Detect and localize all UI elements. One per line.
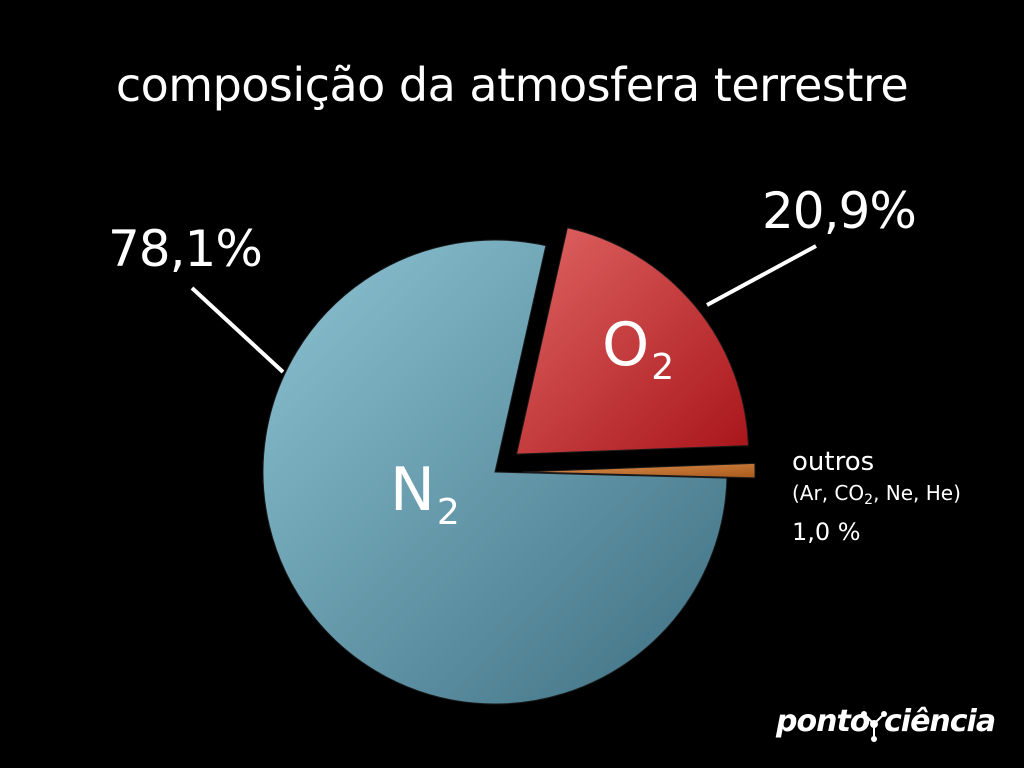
others-detail-suffix: , Ne, He) xyxy=(873,481,961,505)
formula-o2-subscript: 2 xyxy=(651,347,675,388)
formula-o2-symbol: O xyxy=(602,310,650,380)
pie-slice-outros xyxy=(522,462,756,479)
slice-label-o2: 20,9% xyxy=(762,182,917,240)
molecule-icon xyxy=(861,711,887,742)
pie-slice-n2 xyxy=(262,239,728,705)
pontociencia-logo[interactable]: ponto ciência xyxy=(776,700,996,750)
pie-slice-o2 xyxy=(515,227,749,455)
leader-line-o2 xyxy=(706,244,817,307)
others-label: outros xyxy=(792,447,875,477)
logo-text-left: ponto xyxy=(776,704,870,739)
others-detail-prefix: (Ar, CO xyxy=(792,481,865,505)
others-annotation: outros (Ar, CO2, Ne, He) 1,0 % xyxy=(792,446,961,549)
others-value: 1,0 % xyxy=(792,518,861,546)
formula-n2-subscript: 2 xyxy=(436,492,460,533)
others-detail: (Ar, CO2, Ne, He) xyxy=(792,478,961,515)
formula-n2-symbol: N xyxy=(390,455,435,525)
logo-text-right: ciência xyxy=(884,704,996,739)
others-detail-subscript: 2 xyxy=(864,492,874,508)
formula-n2: N2 xyxy=(390,455,460,533)
chart-title: composição da atmosfera terrestre xyxy=(115,58,909,112)
leader-line-n2 xyxy=(190,286,285,374)
slice-label-n2: 78,1% xyxy=(108,220,263,278)
formula-o2: O2 xyxy=(602,310,674,388)
